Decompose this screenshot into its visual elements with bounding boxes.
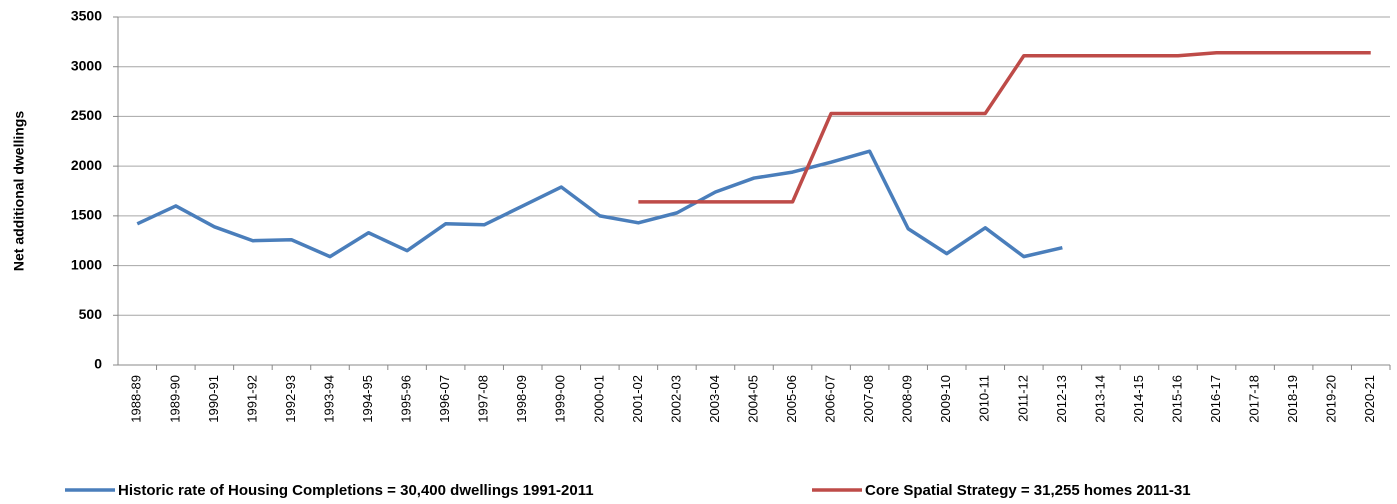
- x-tick-label: 2005-06: [784, 375, 799, 423]
- y-tick-label: 1000: [71, 256, 102, 272]
- x-tick-label: 2003-04: [707, 375, 722, 423]
- series-line: [136, 149, 1063, 259]
- x-tick-label: 1989-90: [167, 375, 182, 423]
- y-tick-label: 2000: [71, 157, 102, 173]
- x-tick-label: 2000-01: [591, 375, 606, 423]
- x-tick-label: 1990-91: [206, 375, 221, 423]
- legend-label: Historic rate of Housing Completions = 3…: [118, 482, 594, 499]
- x-tick-label: 2009-10: [938, 375, 953, 423]
- x-tick-label: 1996-07: [437, 375, 452, 423]
- y-tick-label: 1500: [71, 207, 102, 223]
- x-tick-label: 2015-16: [1169, 375, 1184, 423]
- x-tick-label: 1995-96: [399, 375, 414, 423]
- x-tick-label: 2012-13: [1054, 375, 1069, 423]
- y-tick-label: 3000: [71, 57, 102, 73]
- x-tick-label: 1999-00: [553, 375, 568, 423]
- x-tick-label: 2018-19: [1285, 375, 1300, 423]
- x-tick-label: 2001-02: [630, 375, 645, 423]
- legend-label: Core Spatial Strategy = 31,255 homes 201…: [865, 482, 1191, 499]
- y-tick-label: 500: [79, 306, 103, 322]
- x-tick-label: 1993-94: [321, 375, 336, 423]
- x-tick-label: 2004-05: [745, 375, 760, 423]
- x-tick-label: 2016-17: [1208, 375, 1223, 423]
- x-tick-label: 2017-18: [1247, 375, 1262, 423]
- x-tick-label: 2020-21: [1362, 375, 1377, 423]
- x-tick-label: 1998-09: [514, 375, 529, 423]
- x-tick-label: 1994-95: [360, 375, 375, 423]
- x-tick-label: 2007-08: [861, 375, 876, 423]
- x-tick-label: 2011-12: [1015, 375, 1030, 422]
- x-tick-label: 2006-07: [823, 375, 838, 423]
- x-tick-label: 2013-14: [1092, 375, 1107, 423]
- series-line: [638, 51, 1371, 204]
- x-tick-label: 1991-92: [244, 375, 259, 423]
- y-axis-label: Net additional dwellings: [11, 111, 27, 271]
- y-tick-label: 2500: [71, 107, 102, 123]
- x-tick-label: 2008-09: [900, 375, 915, 423]
- y-tick-label: 0: [94, 356, 102, 372]
- x-tick-label: 2002-03: [668, 375, 683, 423]
- x-tick-label: 1992-93: [283, 375, 298, 423]
- x-tick-label: 2019-20: [1324, 375, 1339, 423]
- y-tick-label: 3500: [71, 8, 102, 24]
- x-tick-label: 1997-08: [476, 375, 491, 423]
- x-tick-label: 2010-11: [977, 375, 992, 422]
- x-tick-label: 2014-15: [1131, 375, 1146, 423]
- x-tick-label: 1988-89: [129, 375, 144, 423]
